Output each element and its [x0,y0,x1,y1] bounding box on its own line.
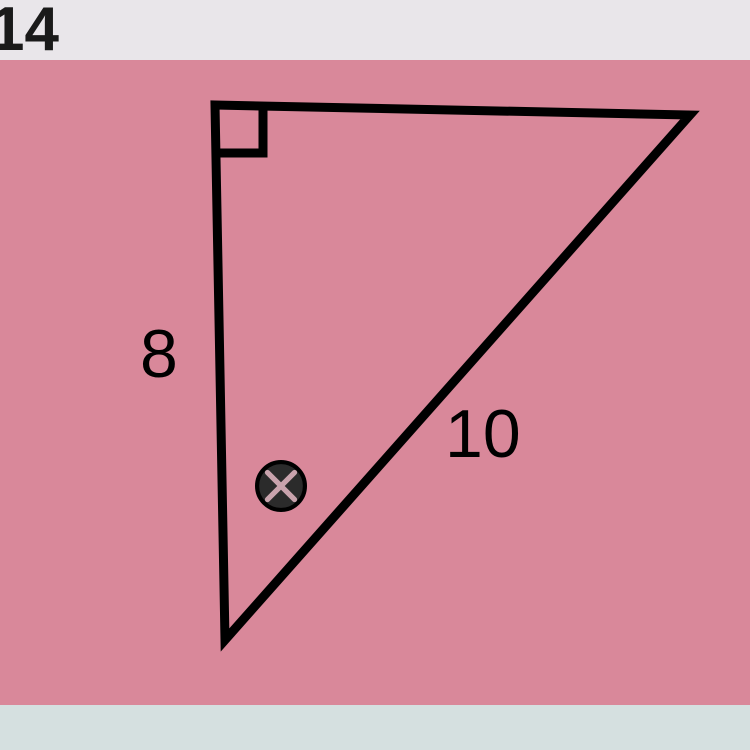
problem-number: 14 [0,0,59,65]
side-label-left: 8 [140,315,178,393]
angle-x-icon [255,460,307,512]
side-label-hypotenuse: 10 [445,395,521,473]
triangle-figure [0,0,750,750]
angle-marker-x [255,460,307,512]
